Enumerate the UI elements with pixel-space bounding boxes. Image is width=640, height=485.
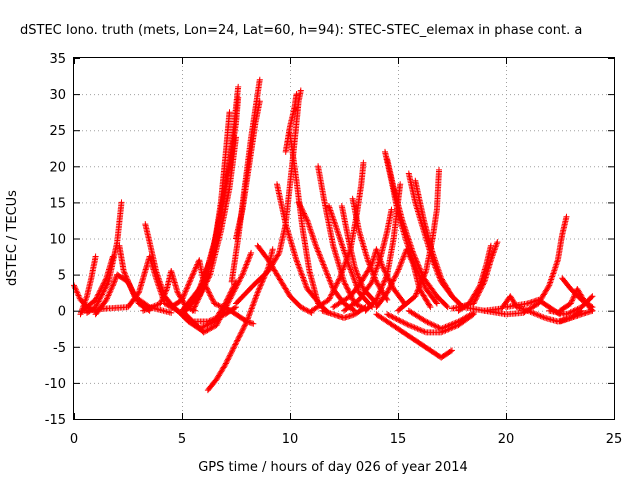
y-tick-label: 30 [49, 88, 66, 103]
x-tick-label: 0 [70, 432, 78, 447]
arc-markers [557, 307, 596, 325]
y-tick-label: 35 [49, 52, 66, 67]
arc-markers [315, 163, 369, 313]
arc-markers [405, 307, 477, 332]
arc-markers [222, 304, 257, 327]
arc-series-49 [481, 213, 570, 318]
y-tick-label: 25 [49, 124, 66, 139]
arc-markers [341, 206, 395, 314]
arc-series-19 [222, 304, 257, 327]
x-tick-labels: 0 5 10 15 20 25 [70, 432, 622, 447]
arc-series-16 [183, 83, 242, 314]
y-tick-label: 10 [49, 233, 66, 248]
y-tick-label: 15 [49, 196, 66, 211]
arc-markers [295, 199, 358, 314]
arc-markers [373, 311, 455, 361]
arc-markers [282, 91, 300, 155]
chart-title: dSTEC Iono. truth (mets, Lon=24, Lat=60,… [20, 23, 582, 38]
y-tick-label: -15 [45, 413, 66, 428]
x-tick-label: 20 [498, 432, 515, 447]
arc-series-24 [282, 91, 300, 155]
data-arcs [71, 76, 596, 394]
arc-markers [319, 304, 369, 321]
x-tick-label: 25 [606, 432, 623, 447]
arc-series-55 [557, 307, 596, 325]
y-tick-label: 20 [49, 160, 66, 175]
arc-markers [254, 242, 315, 316]
arc-markers [183, 83, 242, 314]
arc-series-43 [384, 311, 477, 336]
y-tick-label: -5 [53, 341, 66, 356]
arc-markers [384, 311, 477, 336]
arc-series-42 [373, 311, 455, 361]
y-tick-label: -10 [45, 377, 66, 392]
arc-series-35 [341, 206, 395, 314]
x-axis-label: GPS time / hours of day 026 of year 2014 [198, 460, 468, 475]
y-tick-label: 5 [58, 269, 66, 284]
y-axis-label: dSTEC / TECUs [5, 190, 20, 286]
arc-series-22 [254, 242, 315, 316]
tick-marks [74, 58, 615, 420]
arc-series-26 [274, 181, 326, 311]
arc-series-27 [295, 199, 358, 314]
arc-markers [233, 98, 263, 242]
arc-series-28 [315, 163, 369, 313]
arc-markers [308, 159, 367, 314]
arc-series-17 [189, 134, 239, 314]
arc-markers [546, 293, 596, 318]
arc-series-4 [84, 199, 125, 316]
arc-series-45 [395, 166, 442, 314]
arc-markers [481, 213, 570, 318]
grid-lines [74, 58, 614, 419]
arc-markers [274, 181, 326, 311]
arc-series-54 [546, 293, 596, 318]
arc-markers [330, 246, 408, 311]
arc-markers [84, 199, 125, 316]
y-tick-label: 0 [58, 305, 66, 320]
arc-markers [189, 134, 239, 314]
arc-series-34 [330, 246, 408, 311]
arc-series-44 [405, 307, 477, 332]
arc-series-32 [319, 304, 369, 321]
arc-series-33 [308, 159, 367, 314]
arc-series-21 [233, 98, 263, 242]
plot-frame [73, 57, 615, 420]
arc-markers [395, 166, 442, 314]
y-tick-labels: -15 -10 -5 0 5 10 15 20 25 30 35 [45, 52, 66, 428]
x-tick-label: 5 [178, 432, 186, 447]
x-tick-label: 10 [282, 432, 299, 447]
x-tick-label: 15 [390, 432, 407, 447]
